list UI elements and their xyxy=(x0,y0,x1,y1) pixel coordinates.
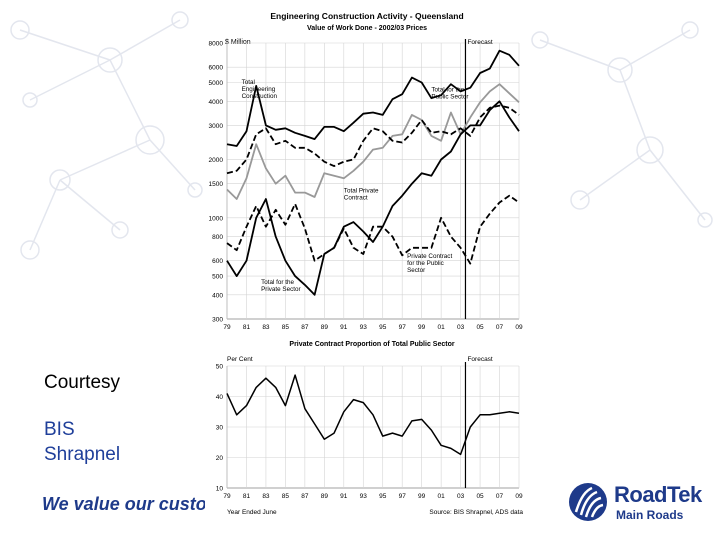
y-tick-label: 20 xyxy=(216,455,224,462)
x-tick-label: 93 xyxy=(360,324,368,331)
courtesy-label: Courtesy xyxy=(44,372,121,393)
chart-panel: Engineering Construction Activity - Quee… xyxy=(205,0,530,520)
x-tick-label: 79 xyxy=(223,324,231,331)
y-tick-label: 4000 xyxy=(209,99,224,106)
x-tick-label: 01 xyxy=(438,493,446,500)
y-tick-label: 2000 xyxy=(209,157,224,164)
series-label: Total for the Public Sector xyxy=(431,86,468,100)
x-tick-label: 95 xyxy=(379,493,387,500)
y-tick-label: 8000 xyxy=(209,41,224,48)
series-line-1 xyxy=(226,83,520,200)
y-tick-label: 5000 xyxy=(209,80,224,87)
series-label: Total Engineering Construction xyxy=(242,79,278,100)
y-tick-label: 600 xyxy=(212,258,223,265)
x-tick-label: 03 xyxy=(457,324,465,331)
y-axis-label: $ Million xyxy=(225,39,251,46)
x-tick-label: 83 xyxy=(262,493,270,500)
x-tick-label: 85 xyxy=(282,493,290,500)
chart2-y-axis-label: Per Cent xyxy=(227,356,253,363)
x-tick-label: 91 xyxy=(340,493,348,500)
chart2-title: Private Contract Proportion of Total Pub… xyxy=(289,341,454,348)
proportion-line-0 xyxy=(226,374,520,456)
y-tick-label: 1500 xyxy=(209,181,224,188)
chart-subtitle: Value of Work Done - 2002/03 Prices xyxy=(307,25,427,32)
x-tick-label: 87 xyxy=(301,324,309,331)
x-tick-label: 83 xyxy=(262,324,270,331)
tagline: We value our custome xyxy=(42,494,233,514)
logo-name: RoadTek xyxy=(614,482,702,507)
x-tick-label: 95 xyxy=(379,324,387,331)
series-label: Total Private Contract xyxy=(344,188,379,202)
x-tick-label: 93 xyxy=(360,493,368,500)
x-tick-label: 07 xyxy=(496,493,504,500)
y-tick-label: 30 xyxy=(216,425,224,432)
credit-text: BIS Shrapnel xyxy=(44,417,120,467)
y-tick-label: 10 xyxy=(216,486,224,493)
x-tick-label: 01 xyxy=(438,324,446,331)
x-tick-label: 03 xyxy=(457,493,465,500)
y-tick-label: 40 xyxy=(216,394,224,401)
roadtek-logo-icon xyxy=(569,483,607,521)
x-tick-label: 91 xyxy=(340,324,348,331)
series-label: Total for the Private Sector xyxy=(261,279,301,293)
series-label: Private Contract for the Public Sector xyxy=(407,253,452,274)
x-tick-label: 79 xyxy=(223,493,231,500)
credit-line-1: BIS xyxy=(44,419,75,440)
y-tick-label: 3000 xyxy=(209,123,224,130)
chart-title: Engineering Construction Activity - Quee… xyxy=(270,11,463,21)
series-line-0 xyxy=(226,49,520,147)
series-line-2 xyxy=(226,104,520,175)
logo-subtitle: Main Roads xyxy=(616,508,684,522)
x-tick-label: 07 xyxy=(496,324,504,331)
x-tick-label: 99 xyxy=(418,493,426,500)
x-tick-label: 09 xyxy=(515,324,523,331)
x-tick-label: 09 xyxy=(515,493,523,500)
credit-line-2: Shrapnel xyxy=(44,444,121,465)
x-tick-label: 87 xyxy=(301,493,309,500)
x-tick-label: 85 xyxy=(282,324,290,331)
x-axis-label: Year Ended June xyxy=(227,509,277,516)
source-note: Source: BIS Shrapnel, ADS data xyxy=(429,509,523,516)
series-line-4 xyxy=(226,100,520,296)
x-tick-label: 81 xyxy=(243,493,251,500)
forecast-label: Forecast xyxy=(467,356,492,363)
x-tick-label: 97 xyxy=(399,493,407,500)
x-tick-label: 97 xyxy=(399,324,407,331)
y-tick-label: 6000 xyxy=(209,65,224,72)
x-tick-label: 89 xyxy=(321,493,329,500)
x-tick-label: 05 xyxy=(476,324,484,331)
x-tick-label: 99 xyxy=(418,324,426,331)
y-tick-label: 400 xyxy=(212,292,223,299)
forecast-label: Forecast xyxy=(467,39,492,46)
series-line-3 xyxy=(226,194,520,265)
y-tick-label: 500 xyxy=(212,274,223,281)
y-tick-label: 300 xyxy=(212,317,223,324)
y-tick-label: 800 xyxy=(212,234,223,241)
x-tick-label: 89 xyxy=(321,324,329,331)
x-tick-label: 05 xyxy=(476,493,484,500)
y-tick-label: 50 xyxy=(216,364,224,371)
chart-figure: Engineering Construction Activity - Quee… xyxy=(209,11,524,516)
y-tick-label: 1000 xyxy=(209,215,224,222)
x-tick-label: 81 xyxy=(243,324,251,331)
